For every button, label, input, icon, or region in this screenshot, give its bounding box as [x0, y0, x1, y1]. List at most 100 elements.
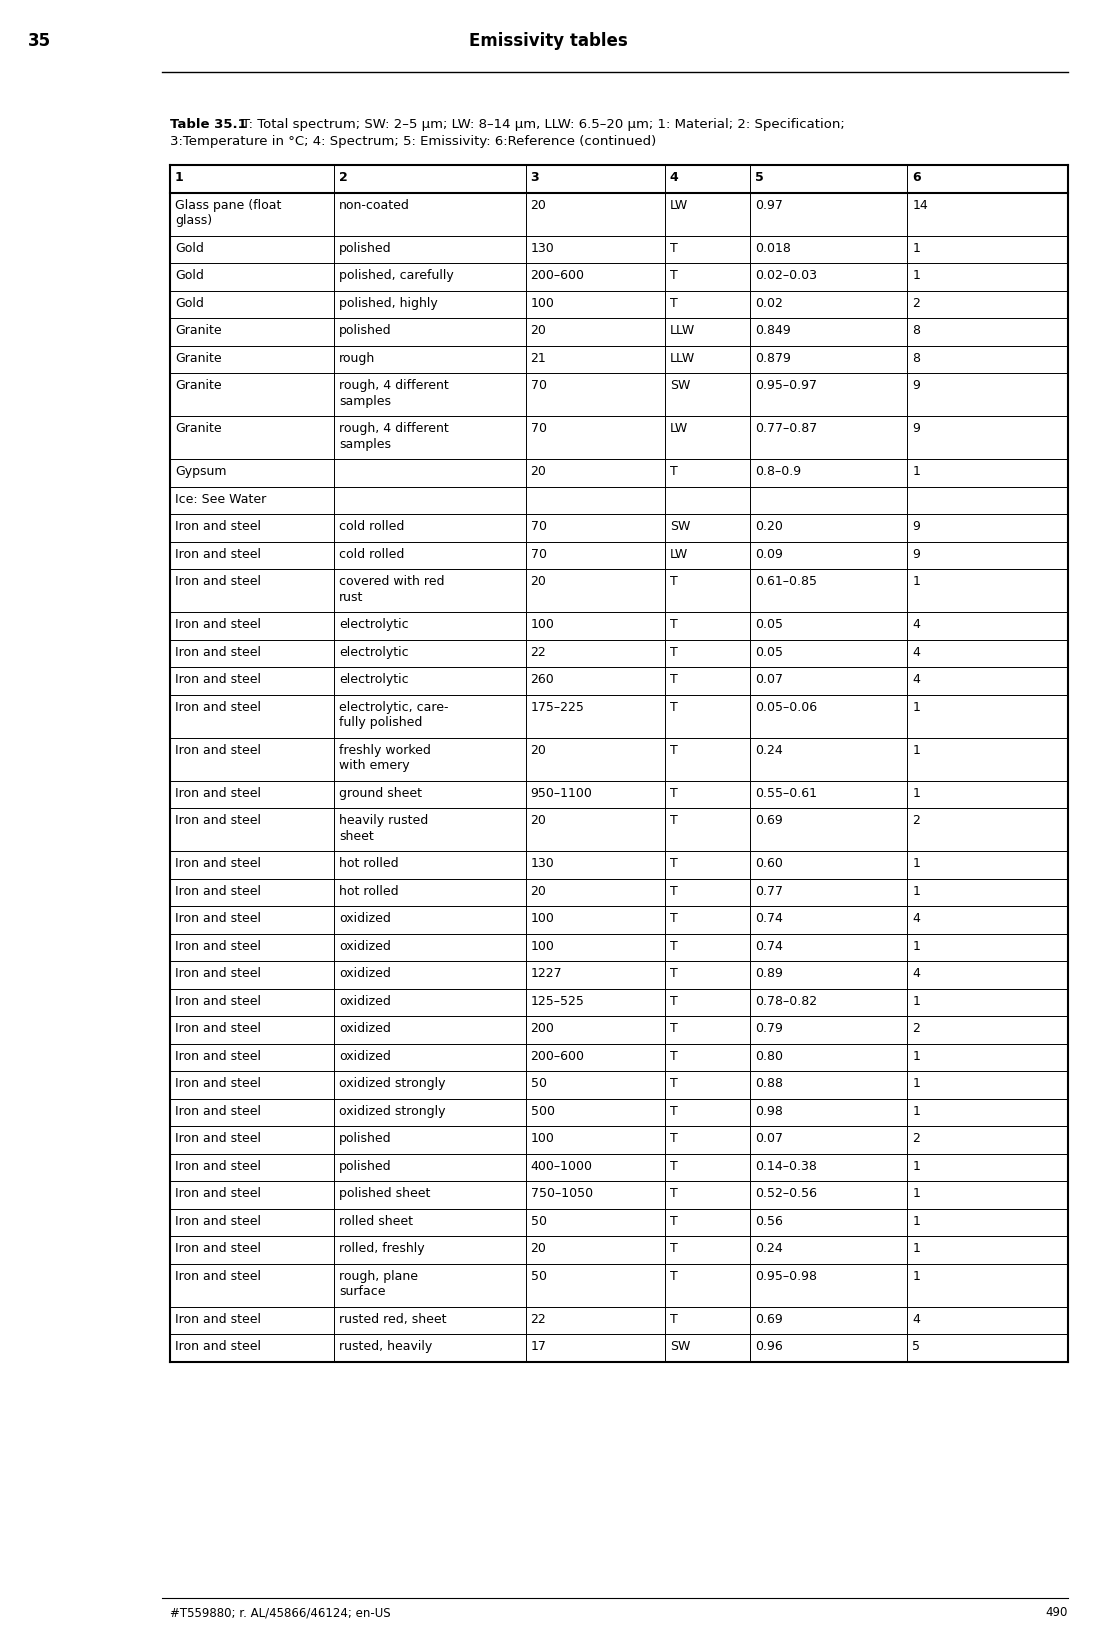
Text: 0.02: 0.02: [755, 296, 783, 309]
Text: oxidized: oxidized: [340, 912, 391, 925]
Text: Iron and steel: Iron and steel: [175, 940, 261, 953]
Text: 100: 100: [530, 940, 555, 953]
Text: 70: 70: [530, 548, 547, 561]
Text: 490: 490: [1046, 1606, 1068, 1619]
Text: T: T: [670, 814, 677, 827]
Text: 1: 1: [912, 242, 921, 255]
Text: T: T: [670, 646, 677, 659]
Text: Iron and steel: Iron and steel: [175, 1243, 261, 1256]
Text: 0.07: 0.07: [755, 674, 784, 687]
Text: 200: 200: [530, 1022, 555, 1035]
Text: Iron and steel: Iron and steel: [175, 966, 261, 979]
Text: 0.98: 0.98: [755, 1105, 783, 1117]
Text: oxidized: oxidized: [340, 994, 391, 1007]
Text: 100: 100: [530, 296, 555, 309]
Text: Iron and steel: Iron and steel: [175, 1187, 261, 1200]
Text: 70: 70: [530, 520, 547, 533]
Text: 1: 1: [912, 1269, 921, 1282]
Text: Emissivity tables: Emissivity tables: [469, 33, 627, 51]
Text: 0.14–0.38: 0.14–0.38: [755, 1159, 817, 1172]
Text: SW: SW: [670, 379, 690, 392]
Text: 9: 9: [912, 548, 921, 561]
Text: 35: 35: [28, 33, 52, 51]
Text: Granite: Granite: [175, 422, 221, 435]
Text: 0.09: 0.09: [755, 548, 783, 561]
Text: freshly worked
with emery: freshly worked with emery: [340, 744, 431, 772]
Text: 200–600: 200–600: [530, 1050, 584, 1063]
Text: 0.07: 0.07: [755, 1131, 784, 1144]
Text: SW: SW: [670, 520, 690, 533]
Text: T: T: [670, 857, 677, 870]
Text: 1227: 1227: [530, 966, 562, 979]
Text: LW: LW: [670, 548, 688, 561]
Text: hot rolled: hot rolled: [340, 885, 399, 898]
Text: 0.849: 0.849: [755, 324, 791, 337]
Text: rusted, heavily: rusted, heavily: [340, 1341, 433, 1354]
Text: 4: 4: [912, 1313, 921, 1326]
Text: 9: 9: [912, 422, 921, 435]
Text: Iron and steel: Iron and steel: [175, 618, 261, 631]
Text: 20: 20: [530, 576, 547, 589]
Text: T: T: [670, 786, 677, 800]
Text: 0.05: 0.05: [755, 646, 784, 659]
Text: Iron and steel: Iron and steel: [175, 912, 261, 925]
Text: 1: 1: [912, 1187, 921, 1200]
Text: Granite: Granite: [175, 324, 221, 337]
Text: 3:Temperature in °C; 4: Spectrum; 5: Emissivity: 6:Reference (continued): 3:Temperature in °C; 4: Spectrum; 5: Emi…: [170, 136, 657, 149]
Text: Iron and steel: Iron and steel: [175, 1077, 261, 1091]
Text: 2: 2: [340, 172, 349, 185]
Text: T: T: [670, 994, 677, 1007]
Text: non-coated: non-coated: [340, 198, 410, 211]
Text: 0.05–0.06: 0.05–0.06: [755, 700, 818, 713]
Text: 20: 20: [530, 814, 547, 827]
Text: Iron and steel: Iron and steel: [175, 1215, 261, 1228]
Text: T: T: [670, 1159, 677, 1172]
Text: 1: 1: [912, 857, 921, 870]
Text: 0.60: 0.60: [755, 857, 783, 870]
Text: oxidized: oxidized: [340, 940, 391, 953]
Text: 8: 8: [912, 324, 921, 337]
Text: LLW: LLW: [670, 324, 695, 337]
Text: 130: 130: [530, 242, 555, 255]
Text: 22: 22: [530, 646, 547, 659]
Text: 400–1000: 400–1000: [530, 1159, 593, 1172]
Text: 1: 1: [912, 1159, 921, 1172]
Text: polished: polished: [340, 324, 392, 337]
Text: Iron and steel: Iron and steel: [175, 1341, 261, 1354]
Text: 0.24: 0.24: [755, 1243, 783, 1256]
Text: 260: 260: [530, 674, 555, 687]
Text: electrolytic: electrolytic: [340, 618, 409, 631]
Text: T: T: [670, 885, 677, 898]
Text: oxidized: oxidized: [340, 1050, 391, 1063]
Text: 70: 70: [530, 422, 547, 435]
Text: 1: 1: [912, 1243, 921, 1256]
Text: Glass pane (float
glass): Glass pane (float glass): [175, 198, 282, 227]
Text: 0.02–0.03: 0.02–0.03: [755, 270, 818, 281]
Text: Iron and steel: Iron and steel: [175, 1022, 261, 1035]
Text: T: T: [670, 464, 677, 477]
Text: Iron and steel: Iron and steel: [175, 857, 261, 870]
Text: cold rolled: cold rolled: [340, 520, 404, 533]
Text: 0.77: 0.77: [755, 885, 784, 898]
Text: 3: 3: [530, 172, 539, 185]
Text: 22: 22: [530, 1313, 547, 1326]
Text: T: T: [670, 1022, 677, 1035]
Text: Granite: Granite: [175, 352, 221, 365]
Text: 100: 100: [530, 1131, 555, 1144]
Text: 0.56: 0.56: [755, 1215, 783, 1228]
Text: Iron and steel: Iron and steel: [175, 1159, 261, 1172]
Text: 20: 20: [530, 885, 547, 898]
Text: Iron and steel: Iron and steel: [175, 1313, 261, 1326]
Text: 8: 8: [912, 352, 921, 365]
Text: Iron and steel: Iron and steel: [175, 814, 261, 827]
Text: polished sheet: polished sheet: [340, 1187, 431, 1200]
Text: 4: 4: [912, 966, 921, 979]
Text: 0.20: 0.20: [755, 520, 783, 533]
Text: Iron and steel: Iron and steel: [175, 1105, 261, 1117]
Text: 0.96: 0.96: [755, 1341, 783, 1354]
Text: T: T: [670, 1050, 677, 1063]
Text: 2: 2: [912, 814, 921, 827]
Text: 950–1100: 950–1100: [530, 786, 593, 800]
Text: Iron and steel: Iron and steel: [175, 786, 261, 800]
Text: T: T: [670, 744, 677, 757]
